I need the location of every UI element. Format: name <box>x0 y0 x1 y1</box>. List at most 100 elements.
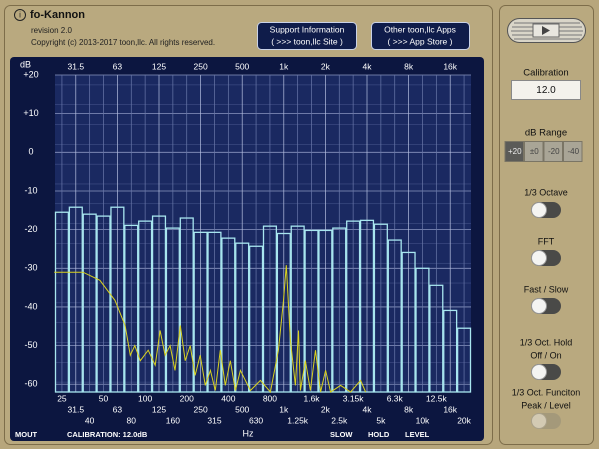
status-text: MOUT <box>15 430 37 439</box>
range-option[interactable]: -40 <box>563 141 583 162</box>
top-tick-label: 8k <box>404 61 414 71</box>
y-tick-label: -10 <box>24 185 37 195</box>
toggle-track <box>531 413 561 429</box>
status-text: LEVEL <box>405 430 430 439</box>
x-tick-label: 63 <box>113 404 123 414</box>
toggle[interactable] <box>531 250 561 266</box>
toggle-knob <box>531 413 547 429</box>
range-text: +20 <box>508 147 522 156</box>
top-tick-label: 250 <box>194 61 208 71</box>
bar <box>456 327 472 393</box>
y-tick-label: +10 <box>23 108 38 118</box>
bar <box>207 231 222 393</box>
toggle-label: 1/3 Oct. Hold <box>520 337 573 347</box>
toggle-label: 1/3 Oct. Funciton <box>512 387 581 397</box>
fft-line <box>54 265 367 394</box>
x-tick-label: 12.5k <box>426 393 448 403</box>
range-cell <box>563 141 583 162</box>
bar <box>193 231 208 393</box>
toggle-label: Peak / Level <box>521 400 571 410</box>
bar <box>235 242 250 393</box>
top-tick-label: 1k <box>279 61 289 71</box>
bar <box>290 225 305 393</box>
x-tick-label: 1.25k <box>287 415 309 425</box>
x-tick-label: 100 <box>138 393 152 403</box>
play-icon <box>542 26 550 35</box>
button-line: Support Information <box>270 24 345 34</box>
toggle-knob <box>531 364 547 380</box>
bar <box>346 220 361 393</box>
copyright: Copyright (c) 2013-2017 toon,llc. All ri… <box>31 38 215 47</box>
app-title: fo-Kannon <box>30 9 85 21</box>
range-option[interactable]: +20 <box>504 141 524 162</box>
bar <box>110 206 125 393</box>
x-tick-label: 400 <box>221 393 235 403</box>
x-tick-label: 8k <box>404 404 414 414</box>
x-tick-label: 500 <box>235 404 249 414</box>
range-text: -20 <box>548 147 560 156</box>
side-panel <box>499 5 594 445</box>
bar <box>68 206 83 393</box>
x-tick-label: 250 <box>194 404 208 414</box>
calibration-input[interactable] <box>511 80 581 100</box>
toggle[interactable] <box>531 298 561 314</box>
status-text: CALIBRATION: 12.0dB <box>67 430 148 439</box>
bar <box>165 227 180 393</box>
toggle-knob <box>531 250 547 266</box>
x-tick-label: 2k <box>321 404 331 414</box>
bar <box>124 224 139 393</box>
bar <box>429 284 444 393</box>
bar <box>387 239 402 393</box>
x-tick-label: 40 <box>85 415 95 425</box>
x-tick-label: 2.5k <box>331 415 348 425</box>
x-tick-label: 1.6k <box>303 393 320 403</box>
top-tick-label: 2k <box>321 61 331 71</box>
x-tick-label: 20k <box>457 415 471 425</box>
x-tick-label: 125 <box>152 404 166 414</box>
status-text: HOLD <box>368 430 390 439</box>
y-axis-label: dB <box>20 59 31 69</box>
button-line: ( >>> App Store ) <box>388 36 453 46</box>
sidebar-controls: +20 ±0 -20 -40 1/3 Octave FFT Fast / Slow 1/3 O… <box>504 141 583 429</box>
button-line: Other toon,llc Apps <box>384 24 456 34</box>
toggle[interactable] <box>531 364 561 380</box>
top-tick-label: 4k <box>363 61 373 71</box>
button-frame <box>257 22 357 50</box>
y-tick-label: -20 <box>24 224 37 234</box>
range-text: -40 <box>567 147 579 156</box>
support-button[interactable]: Support Information ( >>> toon,llc Site … <box>257 22 357 50</box>
bars <box>54 206 472 394</box>
button-frame <box>371 22 470 50</box>
bar <box>54 211 70 393</box>
top-tick-label: 500 <box>235 61 249 71</box>
apps-button[interactable]: Other toon,llc Apps ( >>> App Store ) <box>371 22 470 50</box>
range-option[interactable]: ±0 <box>524 141 544 162</box>
range-option[interactable]: -20 <box>543 141 563 162</box>
x-tick-label: 160 <box>166 415 180 425</box>
top-tick-label: 31.5 <box>68 61 85 71</box>
bar <box>248 245 264 393</box>
toggle-knob <box>531 298 547 314</box>
bar <box>415 267 430 393</box>
bar <box>151 215 167 393</box>
x-tick-label: 800 <box>263 393 277 403</box>
play-button[interactable] <box>507 18 586 43</box>
bar <box>401 251 416 393</box>
range-label: dB Range <box>525 128 567 139</box>
x-tick-label: 50 <box>99 393 109 403</box>
toggle[interactable] <box>531 202 561 218</box>
x-tick-label: 315 <box>207 415 221 425</box>
info-icon[interactable] <box>14 9 26 21</box>
range-cell <box>504 141 524 162</box>
bar <box>373 223 388 393</box>
toggle-label: FFT <box>538 236 555 246</box>
x-tick-label: 630 <box>249 415 263 425</box>
toggle[interactable] <box>531 413 561 429</box>
y-tick-label: +20 <box>23 69 38 79</box>
y-tick-label: -40 <box>24 301 37 311</box>
bar <box>138 220 153 393</box>
y-tick-label: -60 <box>24 379 37 389</box>
x-tick-label: 4k <box>363 404 373 414</box>
bar <box>359 219 375 393</box>
